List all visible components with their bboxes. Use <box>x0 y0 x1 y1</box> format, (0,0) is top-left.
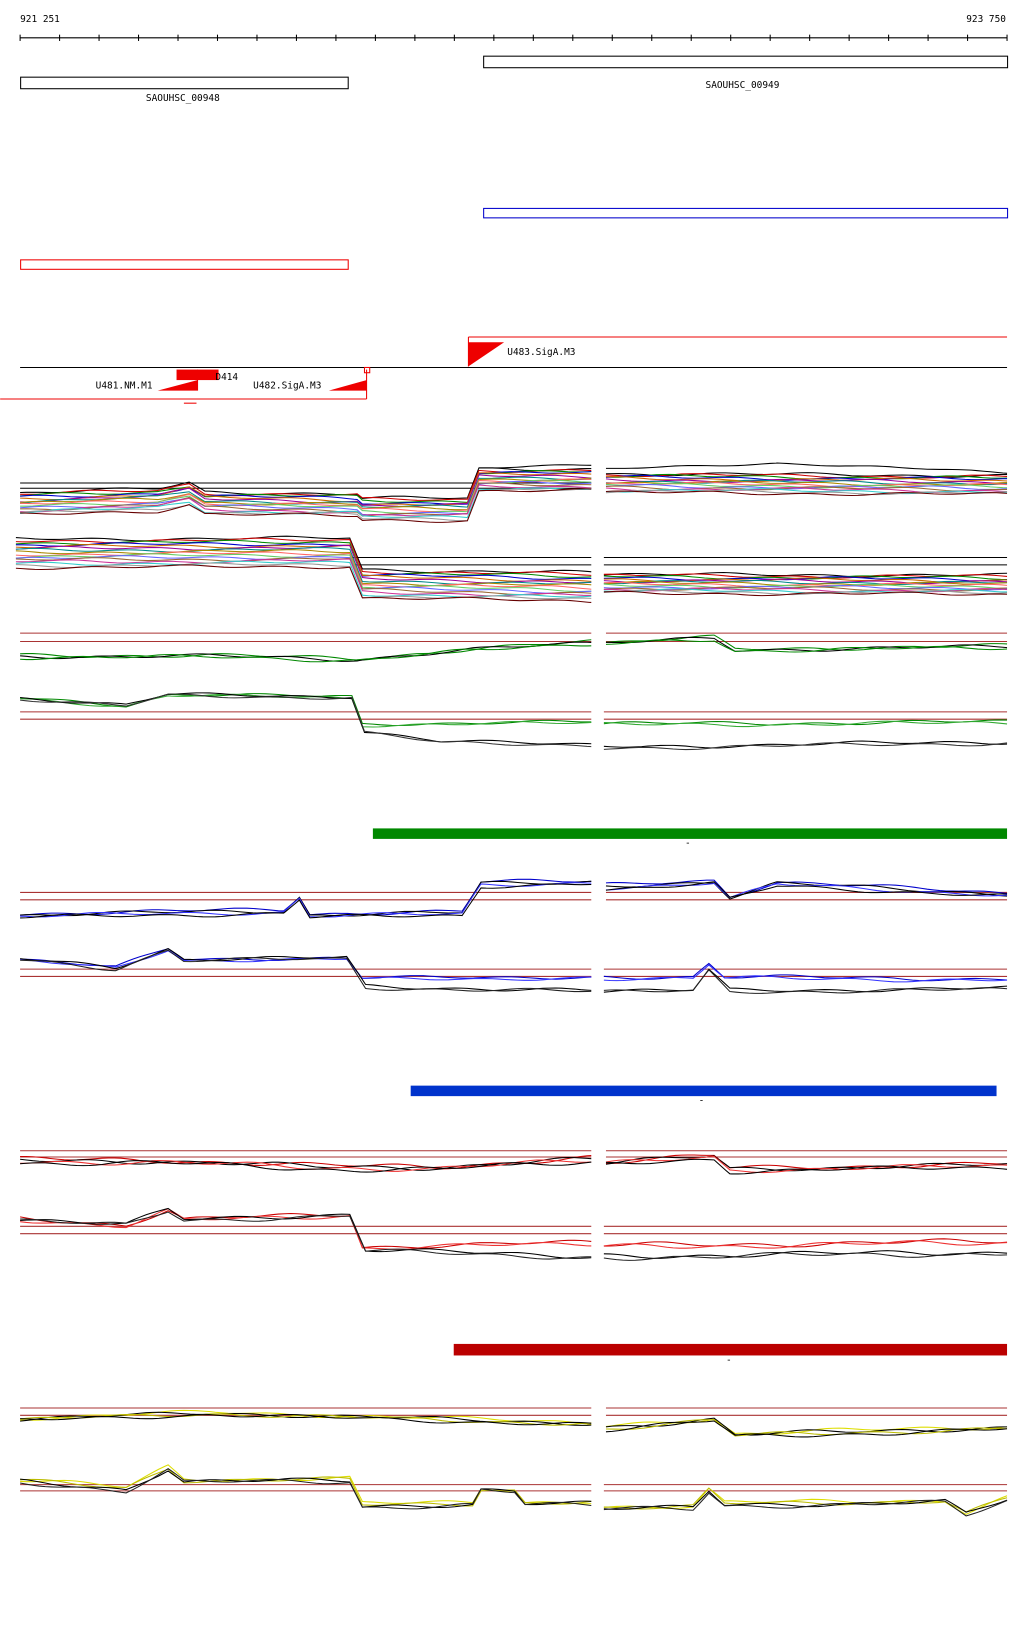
feature-label: U481.NM.M1 <box>96 380 153 391</box>
expression-line <box>603 1238 1008 1248</box>
expression-line <box>20 1470 592 1509</box>
feature-label: U482.SigA.M3 <box>253 380 321 391</box>
expression-line <box>605 490 1008 496</box>
ruler-start: 921 251 <box>20 14 60 25</box>
bar-mark: - <box>699 1095 705 1106</box>
feature-arrow <box>328 380 367 391</box>
condition-bar <box>453 1343 1008 1356</box>
expression-line <box>20 1160 592 1173</box>
expression-line <box>603 1487 1008 1513</box>
expression-line <box>603 1240 1008 1249</box>
expression-line <box>15 543 592 582</box>
expression-line <box>603 576 1008 582</box>
region-box <box>20 259 349 270</box>
expression-line <box>20 882 592 918</box>
expression-line <box>605 634 1008 651</box>
feature-arrow <box>157 380 198 391</box>
expression-line <box>605 478 1008 485</box>
expression-line <box>605 476 1008 482</box>
expression-line <box>603 583 1008 590</box>
expression-line <box>15 564 592 603</box>
expression-line <box>605 881 1008 900</box>
expression-line <box>603 1492 1008 1517</box>
gene-box <box>20 76 349 90</box>
expression-tracks <box>15 462 1008 1517</box>
expression-line <box>603 720 1008 728</box>
expression-line <box>20 1207 592 1259</box>
expression-line <box>20 1413 592 1426</box>
feature-label: D414 <box>215 372 238 383</box>
expression-line <box>605 639 1008 653</box>
expression-line <box>605 489 1008 496</box>
feature-arrow <box>468 342 505 367</box>
expression-line <box>20 482 592 517</box>
expression-line <box>603 968 1008 993</box>
expression-line <box>603 1251 1008 1261</box>
expression-line <box>20 1211 592 1260</box>
gene-box <box>483 55 1009 69</box>
expression-line <box>20 477 592 511</box>
expression-line <box>603 590 1008 597</box>
expression-line <box>20 948 592 980</box>
expression-line <box>20 469 592 501</box>
expression-line <box>20 949 592 993</box>
expression-line <box>15 562 592 600</box>
expression-line <box>478 464 592 469</box>
expression-line <box>20 1468 592 1510</box>
expression-line <box>603 969 1008 994</box>
expression-line <box>15 557 592 596</box>
condition-bar <box>410 1085 997 1097</box>
region-box <box>483 207 1009 219</box>
gene-label: SAOUHSC_00949 <box>706 80 780 91</box>
expression-line <box>605 881 1008 898</box>
ruler-end: 923 750 <box>966 14 1006 25</box>
expression-line <box>605 1420 1008 1438</box>
expression-line <box>605 1158 1008 1175</box>
expression-line <box>20 692 592 745</box>
expression-line <box>20 883 592 919</box>
expression-line <box>605 1417 1008 1436</box>
bar-mark: - <box>685 838 691 849</box>
expression-line <box>15 542 592 580</box>
expression-line <box>15 551 592 590</box>
expression-line <box>605 1155 1008 1172</box>
expression-line <box>20 693 592 748</box>
expression-line <box>20 488 592 523</box>
expression-line <box>15 555 592 594</box>
expression-line <box>605 1154 1008 1170</box>
expression-line <box>603 1490 1008 1513</box>
feature-label: U483.SigA.M3 <box>507 347 575 358</box>
expression-line <box>20 644 592 663</box>
expression-line <box>605 882 1008 899</box>
expression-line <box>603 581 1008 588</box>
bar-mark: - <box>726 1355 732 1366</box>
expression-line <box>605 462 1008 474</box>
expression-line <box>20 1208 592 1250</box>
ruler-ticks <box>19 34 1008 41</box>
expression-line <box>20 478 592 513</box>
expression-line <box>15 549 592 587</box>
expression-line <box>603 962 1008 982</box>
expression-line <box>603 964 1008 983</box>
expression-line <box>20 1210 592 1249</box>
expression-line <box>603 1487 1008 1515</box>
expression-line <box>20 693 592 728</box>
gene-label: SAOUHSC_00948 <box>146 93 220 104</box>
expression-line <box>20 641 592 662</box>
expression-line <box>20 950 592 981</box>
expression-line <box>603 589 1008 596</box>
expression-line <box>20 880 592 917</box>
expression-line <box>603 742 1008 751</box>
expression-line <box>603 579 1008 586</box>
expression-line <box>20 472 592 506</box>
expression-line <box>20 1157 592 1171</box>
condition-bar <box>372 828 1008 839</box>
expression-line <box>603 587 1008 593</box>
expression-line <box>15 546 592 585</box>
expression-line <box>15 535 592 574</box>
expression-line <box>20 1155 592 1170</box>
expression-line <box>605 488 1008 495</box>
